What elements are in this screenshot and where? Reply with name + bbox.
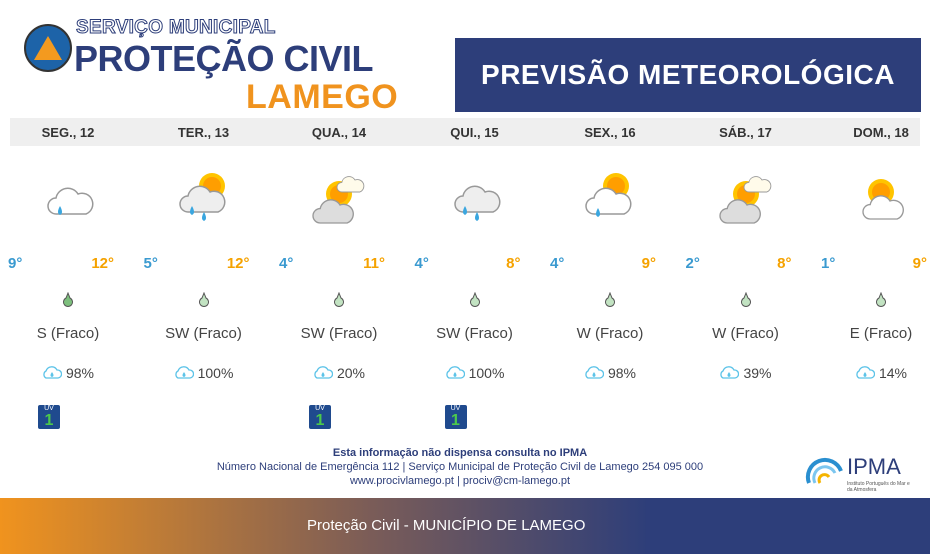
wind: W (Fraco) [576,325,644,342]
uv-label: UV [44,405,54,412]
org-title: PROTEÇÃO CIVIL [74,38,374,79]
wind-direction-icon [334,292,344,308]
contacts: www.procivlamego.pt | prociv@cm-lamego.p… [180,474,740,488]
min-temp: 4° [414,255,429,272]
cloud-rain-icon [453,185,501,221]
sun-clouds-icon [718,176,771,224]
wind-direction-icon [876,292,886,308]
footer-bar: Proteção Civil - MUNICÍPIO DE LAMEGO [0,498,930,554]
max-temp: 8° [777,255,792,272]
day-column: SEG., 12 9° 12° S (Fraco) 98% UV 1 [0,118,136,438]
protecao-civil-logo [24,24,72,72]
precip-value: 39% [743,365,772,381]
min-temp: 4° [279,255,294,272]
day-name: QUI., 15 [450,125,499,140]
uv-label: UV [315,405,325,412]
min-temp: 5° [143,255,158,272]
rain-probability-icon [585,366,604,379]
wind-direction-icon [740,292,751,308]
precipitation: 100% [407,365,543,381]
max-temp: 9° [641,255,656,272]
wind-direction-icon [198,292,209,308]
day-column: DOM., 18 1° 9° E (Fraco) 14% [813,118,930,438]
max-temp: 8° [506,255,521,272]
min-temp: 2° [685,255,700,272]
wind: SW (Fraco) [300,325,378,342]
rain-probability-icon [314,366,333,379]
max-temp: 12° [91,255,114,272]
disclaimer: Esta informação não dispensa consulta no… [332,447,588,459]
day-name: SEG., 12 [41,125,95,140]
max-temp: 9° [912,255,927,272]
uv-value: 1 [44,412,54,429]
precipitation: 98% [542,365,678,381]
max-temp: 11° [363,255,385,272]
sun-cloud-rain-icon [178,173,226,221]
page-title: PREVISÃO METEOROLÓGICA [455,38,921,112]
day-name: DOM., 18 [853,125,909,140]
cloud-light-rain-icon [47,187,94,215]
footer-bar-text: Proteção Civil - MUNICÍPIO DE LAMEGO [307,517,586,534]
uv-index-badge: UV 1 [309,405,331,429]
sun-cloud-icon [862,179,904,220]
rain-probability-icon [445,366,465,379]
wind: SW (Fraco) [165,325,242,342]
uv-index-badge: UV 1 [38,405,60,429]
day-name: SÁB., 17 [719,125,772,140]
day-name: QUA., 14 [311,125,367,140]
precip-value: 100% [468,365,505,381]
day-name: TER., 13 [177,125,230,140]
uv-index-badge: UV 1 [444,405,467,429]
max-temp: 12° [226,255,250,272]
wind: SW (Fraco) [436,325,513,342]
precipitation: 100% [136,365,272,381]
precipitation: 20% [271,365,407,381]
wind: W (Fraco) [712,325,779,342]
precipitation: 39% [678,365,814,381]
min-temp: 9° [8,255,23,272]
contact-links[interactable]: www.procivlamego.pt | prociv@cm-lamego.p… [349,475,571,487]
day-column: SEX., 16 4° 9° W (Fraco) 98% [542,118,678,438]
precipitation: 14% [813,365,930,381]
precip-value: 98% [65,365,95,381]
day-column: SÁB., 17 2° 8° W (Fraco) 39% [678,118,814,438]
ipma-arc-icon [805,457,843,484]
precip-value: 98% [607,365,637,381]
day-name: SEX., 16 [584,125,636,140]
wind-direction-icon [63,292,73,308]
wind: S (Fraco) [36,325,100,342]
day-column: TER., 13 5° 12° SW (Fraco) 100% [136,118,272,438]
day-column: QUI., 15 4° 8° SW (Fraco) 100% UV 1 [407,118,543,438]
wind-direction-icon [605,292,615,308]
uv-value: 1 [315,412,325,429]
rain-probability-icon [174,366,194,379]
precip-value: 100% [197,365,234,381]
precip-value: 14% [878,365,908,381]
day-column: QUA., 14 4° 11° SW (Fraco) 20% UV 1 [271,118,407,438]
precip-value: 20% [336,365,366,381]
uv-label: UV [450,405,461,412]
rain-probability-icon [856,366,875,379]
emergency-numbers: Número Nacional de Emergência 112 | Serv… [216,461,704,473]
sun-clouds-icon [312,176,365,224]
uv-value: 1 [451,412,460,429]
rain-probability-icon [43,366,62,379]
wind: E (Fraco) [849,325,913,342]
precipitation: 98% [0,365,136,381]
min-temp: 1° [821,255,836,272]
wind-direction-icon [469,292,480,308]
ipma-subtitle: Instituto Português do Mar e da Atmosfer… [847,481,910,493]
city-title: LAMEGO [246,78,399,116]
ipma-logo: IPMA Instituto Português do Mar e da Atm… [805,455,915,495]
ipma-text: IPMA [847,454,901,479]
day-header-bar [10,118,920,146]
rain-probability-icon [720,366,740,379]
min-temp: 4° [550,255,565,272]
sun-cloud-light-rain-icon [585,173,632,217]
service-label: SERVIÇO MUNICIPAL [76,17,276,38]
